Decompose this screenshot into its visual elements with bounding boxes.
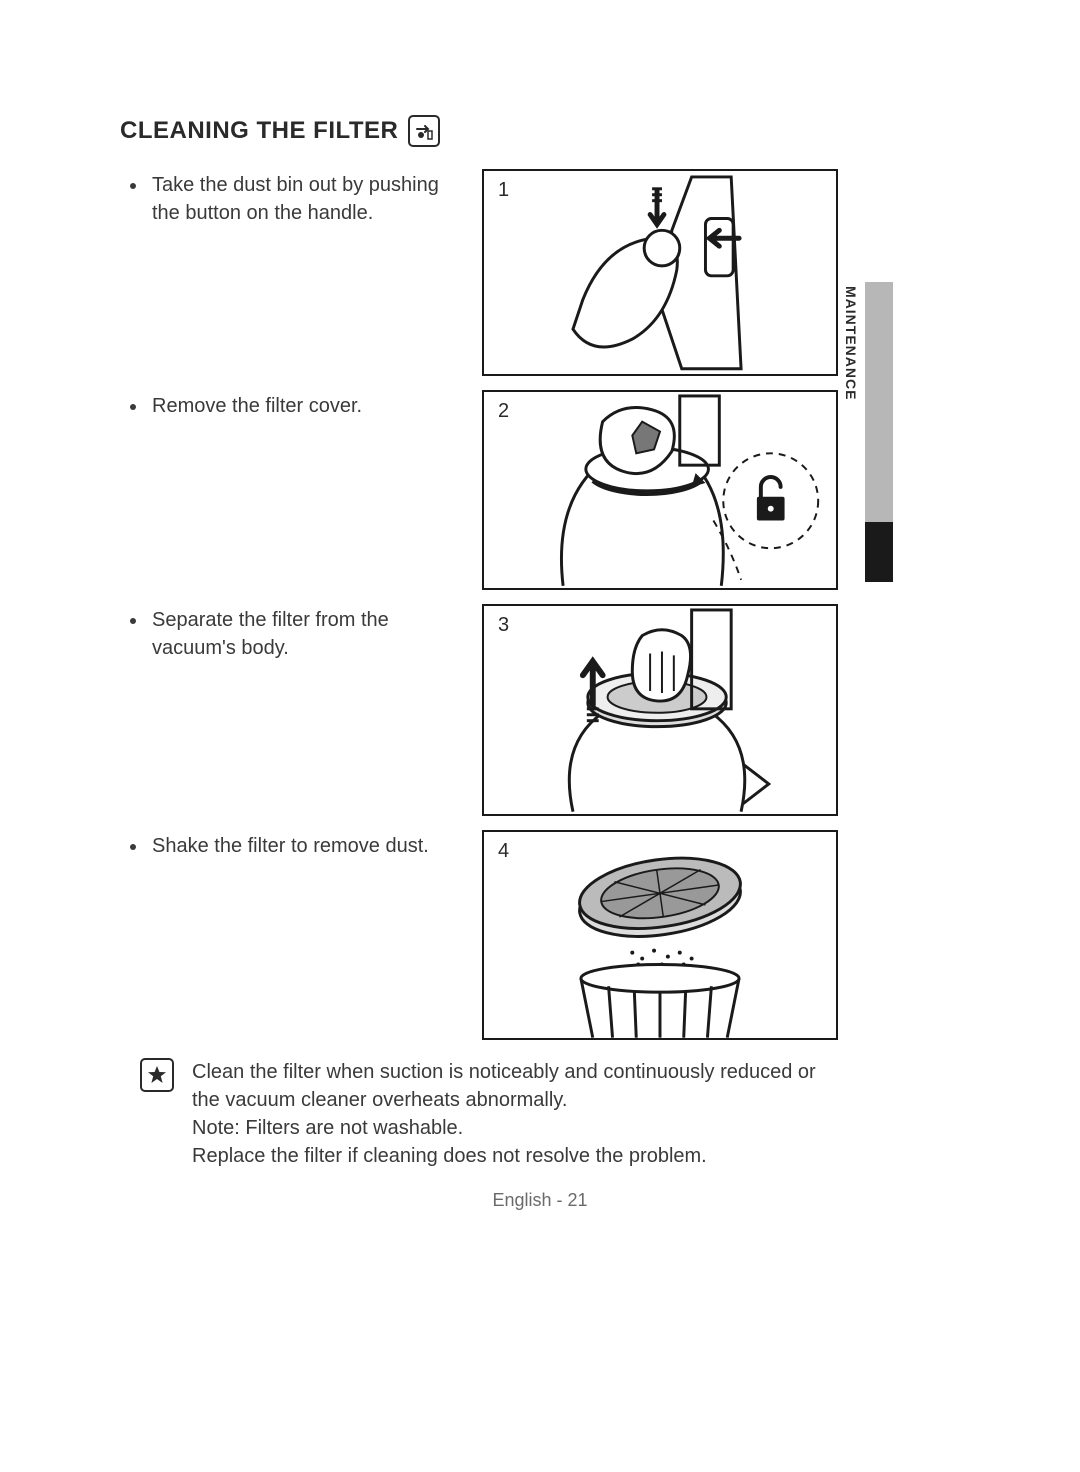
step-bullet: Remove the filter cover. [148,392,464,420]
step-figure: 4 [482,830,838,1040]
note-line: Clean the filter when suction is noticea… [192,1058,840,1114]
section-title-text: CLEANING THE FILTER [120,117,398,145]
step-text: Remove the filter cover. [120,390,464,420]
step-row: Shake the filter to remove dust. 4 [120,830,840,1040]
step-bullet: Separate the filter from the vacuum's bo… [148,606,464,662]
star-note-icon [140,1058,174,1092]
figure-illustration [484,392,836,590]
step-text: Take the dust bin out by pushing the but… [120,169,464,227]
step-figure: 3 [482,604,838,816]
step-row: Remove the filter cover. 2 [120,390,840,590]
figure-illustration [484,832,836,1040]
step-row: Separate the filter from the vacuum's bo… [120,604,840,816]
step-figure: 1 [482,169,838,376]
tab-bar-black [865,522,893,582]
filter-icon [408,115,440,147]
step-bullet: Take the dust bin out by pushing the but… [148,171,464,227]
section-tab-bar [865,282,893,582]
content-area: CLEANING THE FILTER Take the dust bin ou… [120,115,840,1054]
step-bullet: Shake the filter to remove dust. [148,832,464,860]
note-text: Clean the filter when suction is noticea… [192,1058,840,1170]
note-line: Note: Filters are not washable. [192,1114,840,1142]
section-tab-label: MAINTENANCE [843,286,859,400]
step-text: Shake the filter to remove dust. [120,830,464,860]
figure-illustration [484,171,836,376]
note-block: Clean the filter when suction is noticea… [140,1058,840,1170]
manual-page: CLEANING THE FILTER Take the dust bin ou… [0,0,1080,1472]
step-text: Separate the filter from the vacuum's bo… [120,604,464,662]
steps-list: Take the dust bin out by pushing the but… [120,169,840,1040]
section-tab: MAINTENANCE [835,280,865,580]
tab-bar-gray [865,282,893,522]
note-line: Replace the filter if cleaning does not … [192,1142,840,1170]
section-title: CLEANING THE FILTER [120,115,840,147]
footer-text: English - 21 [492,1190,587,1210]
step-row: Take the dust bin out by pushing the but… [120,169,840,376]
step-figure: 2 [482,390,838,590]
page-footer: English - 21 [0,1190,1080,1211]
figure-illustration [484,606,836,816]
